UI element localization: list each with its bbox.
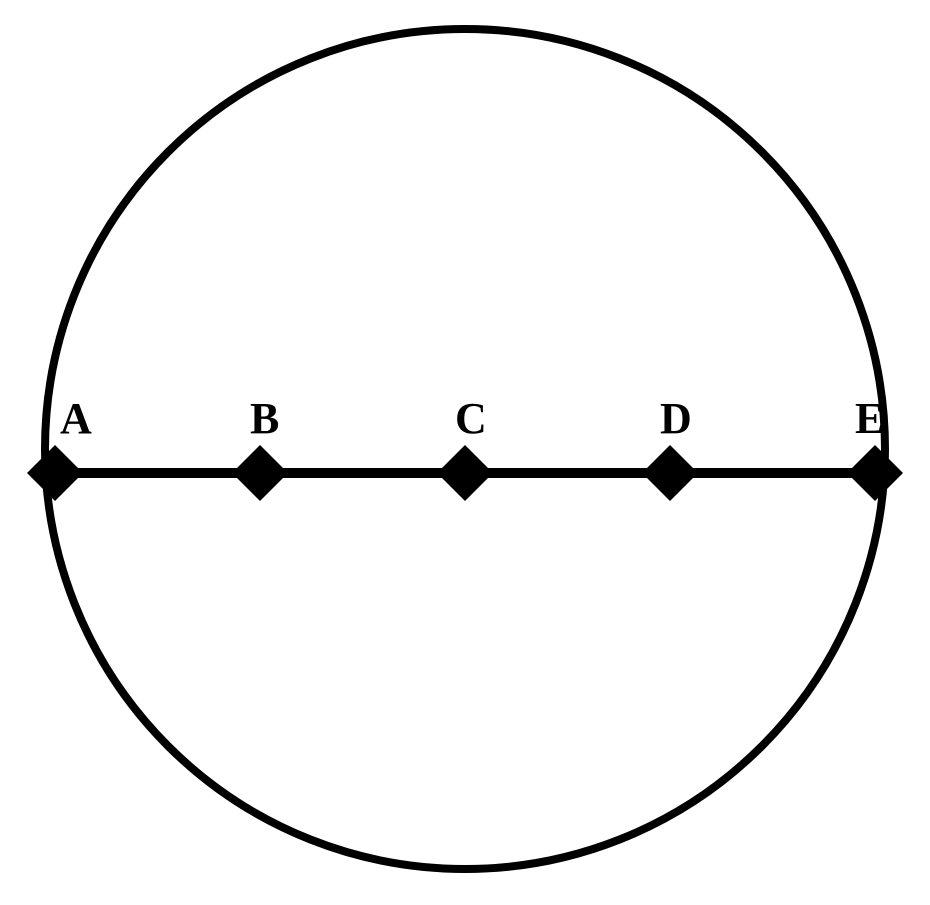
circle-diagram-container: A B C D E [0,0,930,905]
point-label-a: A [60,394,92,443]
point-label-b: B [250,394,279,443]
point-label-e: E [855,394,884,443]
point-label-c: C [455,394,487,443]
circle-diagram-svg: A B C D E [0,0,930,900]
point-label-d: D [660,394,692,443]
